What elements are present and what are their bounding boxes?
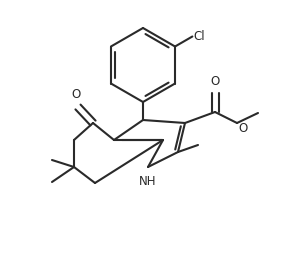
Text: O: O — [72, 88, 81, 101]
Text: O: O — [210, 75, 220, 88]
Text: NH: NH — [139, 175, 157, 188]
Text: O: O — [238, 122, 247, 135]
Text: Cl: Cl — [193, 30, 205, 43]
